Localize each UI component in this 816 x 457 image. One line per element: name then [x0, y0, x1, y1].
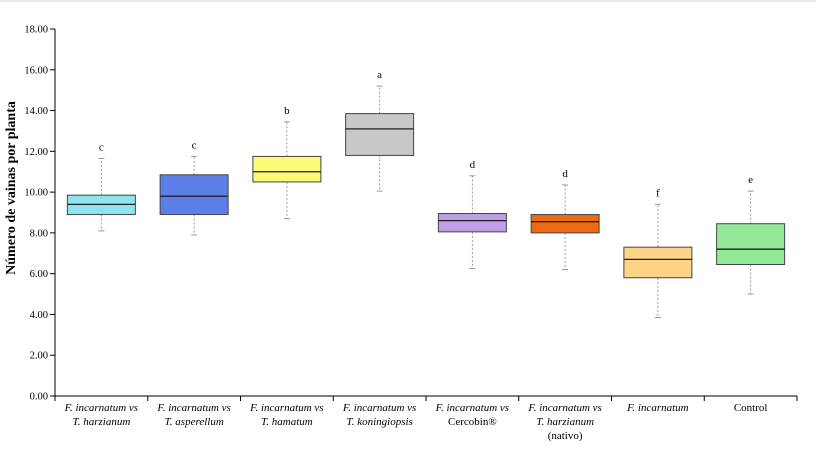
box-iqr — [345, 113, 415, 156]
box-iqr — [252, 155, 322, 183]
y-tick-label: 18.00 — [24, 25, 48, 36]
box-2: c — [159, 139, 229, 236]
y-tick-label: 2.00 — [30, 351, 48, 362]
x-category-label: F. incarnatum vs — [342, 402, 416, 414]
x-category-label: F. incarnatum — [626, 402, 689, 414]
y-tick-label: 14.00 — [24, 106, 48, 117]
x-ticks: F. incarnatum vs T. harzianum F. incarnatu… — [54, 396, 798, 442]
significance-letter: e — [748, 174, 753, 186]
significance-letter: f — [656, 187, 660, 199]
boxes-layer: c c b a d d f e — [66, 69, 786, 319]
x-category-label: F. incarnatum vs — [249, 402, 323, 414]
y-axis-title: Número de vainas por planta — [4, 101, 19, 275]
y-tick-label: 10.00 — [24, 188, 48, 199]
box-iqr — [716, 223, 786, 265]
y-tick-label: 12.00 — [24, 147, 48, 158]
significance-letter: a — [377, 69, 382, 81]
significance-letter: b — [284, 105, 290, 117]
box-7: f — [623, 187, 693, 319]
x-category-label: T. harzianum — [72, 416, 130, 428]
x-category-label: Control — [734, 402, 768, 414]
x-category-label: T. harzianum — [536, 416, 594, 428]
x-category-label: F. incarnatum vs — [527, 402, 601, 414]
y-tick-label: 8.00 — [30, 228, 48, 239]
y-tick-label: 16.00 — [24, 65, 48, 76]
significance-letter: c — [99, 141, 104, 153]
box-iqr — [623, 246, 693, 279]
y-tick-label: 6.00 — [30, 269, 48, 280]
box-5: d — [437, 159, 507, 270]
x-category-label: T. asperellum — [164, 416, 223, 428]
x-category-label: Cercobin® — [448, 416, 497, 428]
significance-letter: c — [192, 139, 197, 151]
y-tick-label: 0.00 — [30, 392, 48, 403]
x-category-label: F. incarnatum vs — [156, 402, 230, 414]
box-8: e — [716, 174, 786, 295]
box-4: a — [345, 69, 415, 192]
box-1: c — [66, 141, 136, 232]
y-ticks: 0.00 2.00 4.00 6.00 8.00 10.00 12.00 14.00 16.00… — [24, 25, 55, 403]
x-category-label: F. incarnatum vs — [435, 402, 509, 414]
x-category-label: T. hamatum — [261, 416, 313, 428]
significance-letter: d — [470, 159, 476, 171]
x-category-label: (nativo) — [548, 430, 583, 442]
y-tick-label: 4.00 — [30, 310, 48, 321]
box-3: b — [252, 105, 322, 220]
box-iqr — [437, 213, 507, 233]
x-category-label: F. incarnatum vs — [64, 402, 138, 414]
box-iqr — [159, 174, 229, 216]
x-category-label: T. koningiopsis — [346, 416, 412, 428]
box-6: d — [530, 168, 600, 271]
box-iqr — [530, 214, 600, 234]
significance-letter: d — [562, 168, 568, 180]
